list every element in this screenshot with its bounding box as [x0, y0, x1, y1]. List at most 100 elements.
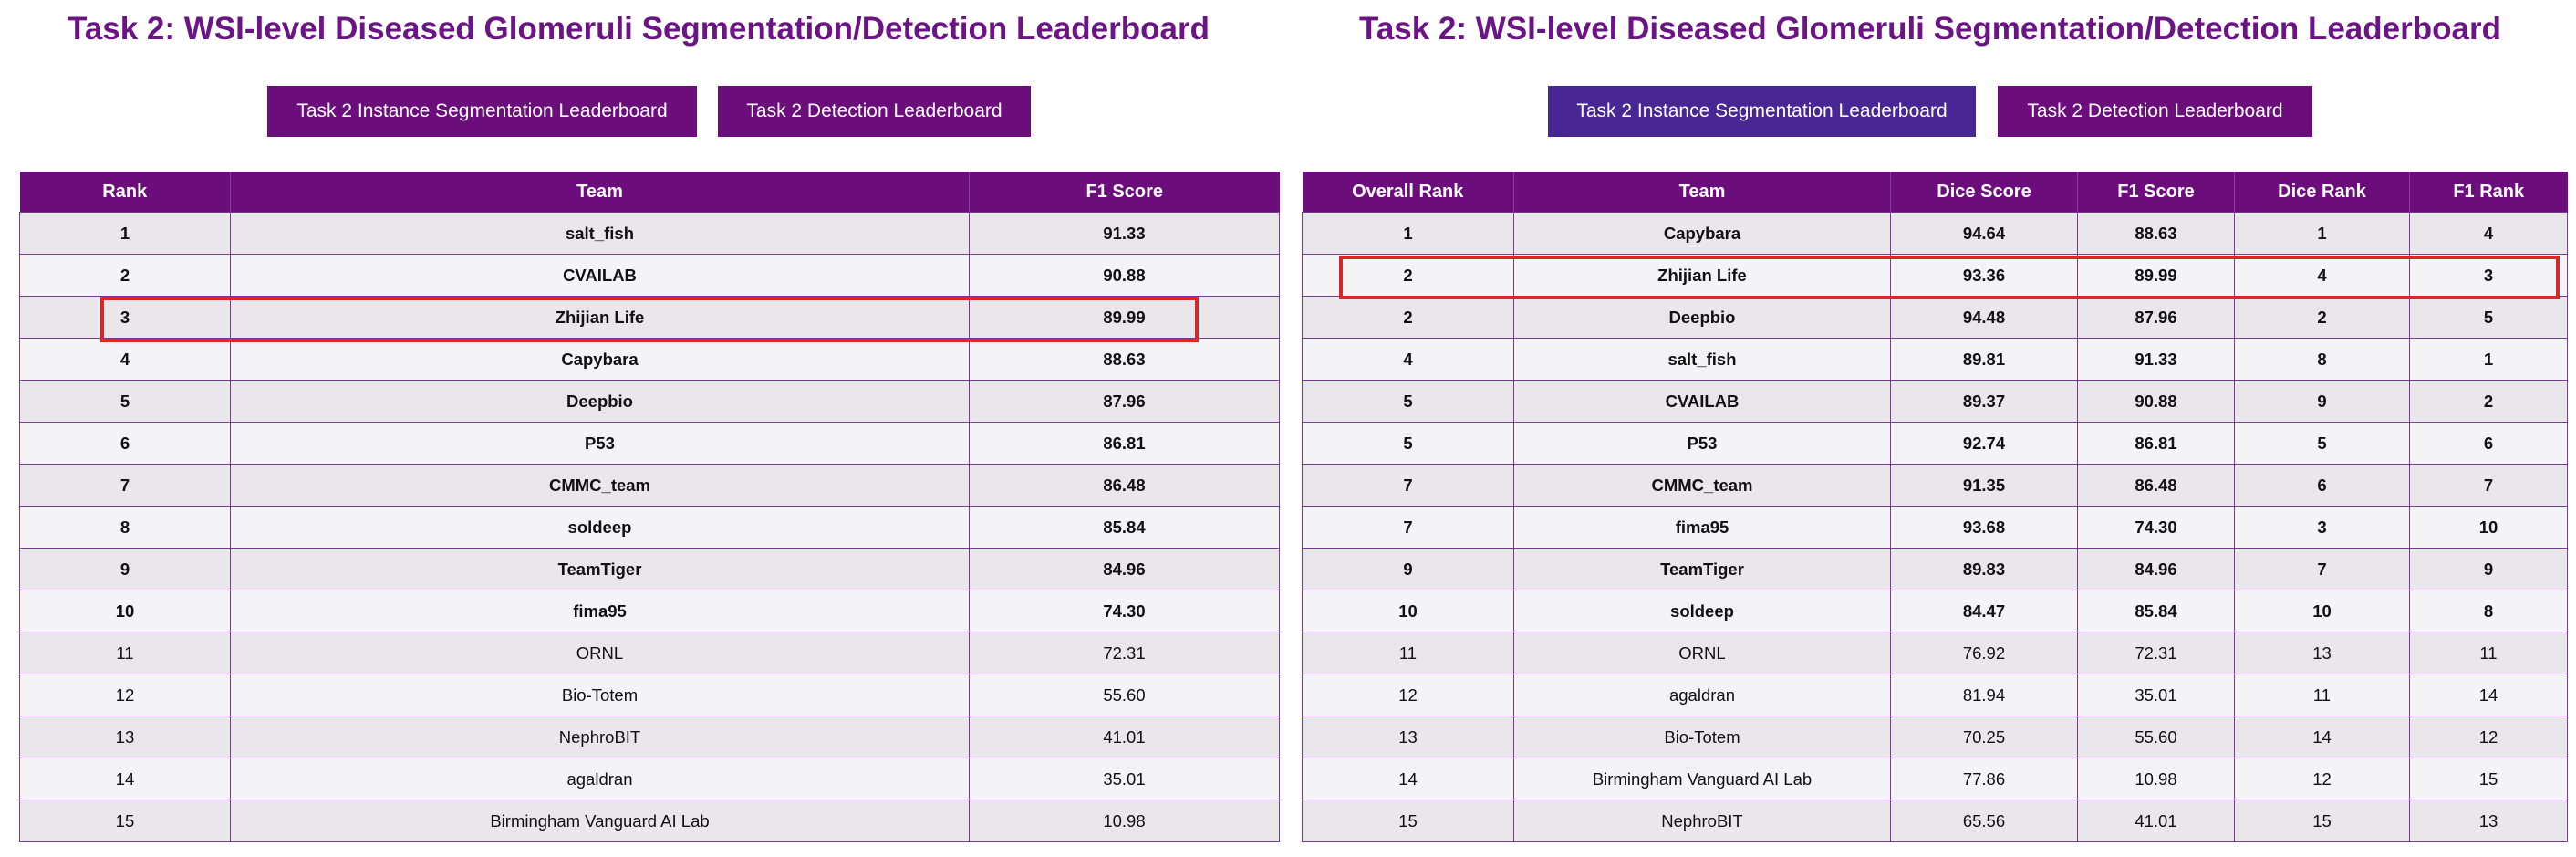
- instance-segmentation-leaderboard-button[interactable]: Task 2 Instance Segmentation Leaderboard: [267, 86, 697, 137]
- table-cell: Capybara: [230, 338, 970, 381]
- table-cell: 65.56: [1890, 800, 2078, 842]
- table-cell: 7: [1302, 464, 1514, 507]
- table-cell: 15: [2409, 758, 2568, 800]
- column-header: F1 Score: [969, 172, 1280, 213]
- table-row: 1 Capybara 94.64 88.63 1 4: [1302, 212, 2568, 255]
- table-cell: fima95: [1513, 506, 1891, 549]
- table-cell: NephroBIT: [1513, 800, 1891, 842]
- column-header: Dice Score: [1890, 172, 2078, 213]
- table-cell: 7: [2234, 548, 2410, 590]
- table-row: 7 fima95 93.68 74.30 3 10: [1302, 506, 2568, 549]
- table-cell: 13: [19, 716, 231, 758]
- table-cell: 86.48: [2077, 464, 2235, 507]
- table-row: 15 Birmingham Vanguard AI Lab 10.98: [19, 800, 1280, 842]
- table-cell: 14: [1302, 758, 1514, 800]
- table-cell: 93.68: [1890, 506, 2078, 549]
- table-cell: 6: [19, 422, 231, 465]
- detection-leaderboard-panel: Task 2: WSI-level Diseased Glomeruli Seg…: [0, 0, 1284, 857]
- table-cell: 86.48: [969, 464, 1280, 507]
- table-cell: 10: [2234, 590, 2410, 632]
- table-cell: 14: [19, 758, 231, 800]
- page-title: Task 2: WSI-level Diseased Glomeruli Seg…: [1359, 11, 2501, 47]
- table-cell: CMMC_team: [1513, 464, 1891, 507]
- table-cell: 35.01: [969, 758, 1280, 800]
- table-cell: 90.88: [969, 254, 1280, 297]
- table-cell: 74.30: [2077, 506, 2235, 549]
- table-cell: 74.30: [969, 590, 1280, 632]
- table-cell: TeamTiger: [1513, 548, 1891, 590]
- table-row: 2 Zhijian Life 93.36 89.99 4 3: [1302, 254, 2568, 297]
- table-cell: 15: [1302, 800, 1514, 842]
- table-row: 14 agaldran 35.01: [19, 758, 1280, 800]
- table-cell: 87.96: [2077, 296, 2235, 339]
- table-row: 10 soldeep 84.47 85.84 10 8: [1302, 590, 2568, 632]
- table-cell: 1: [19, 212, 231, 255]
- table-cell: 9: [2234, 380, 2410, 423]
- table-cell: 15: [19, 800, 231, 842]
- table-cell: agaldran: [230, 758, 970, 800]
- column-header: Team: [230, 172, 970, 213]
- table-cell: soldeep: [230, 506, 970, 549]
- table-cell: 10: [1302, 590, 1514, 632]
- table-cell: 55.60: [2077, 716, 2235, 758]
- table-row: 5 CVAILAB 89.37 90.88 9 2: [1302, 380, 2568, 423]
- table-cell: 93.36: [1890, 254, 2078, 297]
- table-cell: 6: [2234, 464, 2410, 507]
- instance-segmentation-leaderboard-button[interactable]: Task 2 Instance Segmentation Leaderboard: [1548, 86, 1976, 137]
- table-cell: 89.81: [1890, 338, 2078, 381]
- table-cell: 89.99: [969, 296, 1280, 339]
- table-cell: salt_fish: [1513, 338, 1891, 381]
- table-cell: 88.63: [969, 338, 1280, 381]
- page-title: Task 2: WSI-level Diseased Glomeruli Seg…: [68, 11, 1210, 47]
- table-cell: 2: [19, 254, 231, 297]
- table-row: 15 NephroBIT 65.56 41.01 15 13: [1302, 800, 2568, 842]
- table-row: 13 NephroBIT 41.01: [19, 716, 1280, 758]
- table-cell: 15: [2234, 800, 2410, 842]
- table-cell: 5: [1302, 422, 1514, 465]
- table-row: 3 Zhijian Life 89.99: [19, 296, 1280, 339]
- table-row: 8 soldeep 85.84: [19, 506, 1280, 549]
- column-header: F1 Rank: [2409, 172, 2568, 213]
- table-cell: 89.83: [1890, 548, 2078, 590]
- table-cell: 7: [19, 464, 231, 507]
- column-header: F1 Score: [2077, 172, 2235, 213]
- table-cell: Capybara: [1513, 212, 1891, 255]
- table-cell: P53: [1513, 422, 1891, 465]
- table-cell: CVAILAB: [1513, 380, 1891, 423]
- table-cell: 10.98: [969, 800, 1280, 842]
- table-cell: 10.98: [2077, 758, 2235, 800]
- table-cell: 55.60: [969, 674, 1280, 716]
- table-cell: 41.01: [2077, 800, 2235, 842]
- table-cell: 12: [2409, 716, 2568, 758]
- detection-leaderboard-table: Rank Team F1 Score 1 salt_fish 91.33 2 CVAILAB…: [19, 172, 1280, 842]
- table-cell: 86.81: [969, 422, 1280, 465]
- table-cell: CVAILAB: [230, 254, 970, 297]
- table-cell: ORNL: [1513, 632, 1891, 674]
- table-cell: salt_fish: [230, 212, 970, 255]
- detection-leaderboard-button[interactable]: Task 2 Detection Leaderboard: [718, 86, 1031, 137]
- table-cell: 14: [2234, 716, 2410, 758]
- table-row: 10 fima95 74.30: [19, 590, 1280, 632]
- table-cell: 91.35: [1890, 464, 2078, 507]
- detection-leaderboard-button[interactable]: Task 2 Detection Leaderboard: [1998, 86, 2312, 137]
- table-cell: Deepbio: [1513, 296, 1891, 339]
- table-cell: TeamTiger: [230, 548, 970, 590]
- table-row: 9 TeamTiger 89.83 84.96 7 9: [1302, 548, 2568, 590]
- table-cell: 6: [2409, 422, 2568, 465]
- table-cell: P53: [230, 422, 970, 465]
- table-cell: 1: [2234, 212, 2410, 255]
- table-cell: 72.31: [969, 632, 1280, 674]
- table-cell: 2: [2234, 296, 2410, 339]
- table-row: 12 agaldran 81.94 35.01 11 14: [1302, 674, 2568, 716]
- table-cell: 87.96: [969, 380, 1280, 423]
- table-cell: 14: [2409, 674, 2568, 716]
- table-cell: 12: [2234, 758, 2410, 800]
- table-cell: 2: [1302, 296, 1514, 339]
- table-cell: ORNL: [230, 632, 970, 674]
- table-cell: 2: [2409, 380, 2568, 423]
- table-cell: 2: [1302, 254, 1514, 297]
- table-cell: 94.64: [1890, 212, 2078, 255]
- table-cell: 11: [19, 632, 231, 674]
- table-cell: 84.47: [1890, 590, 2078, 632]
- table-cell: 81.94: [1890, 674, 2078, 716]
